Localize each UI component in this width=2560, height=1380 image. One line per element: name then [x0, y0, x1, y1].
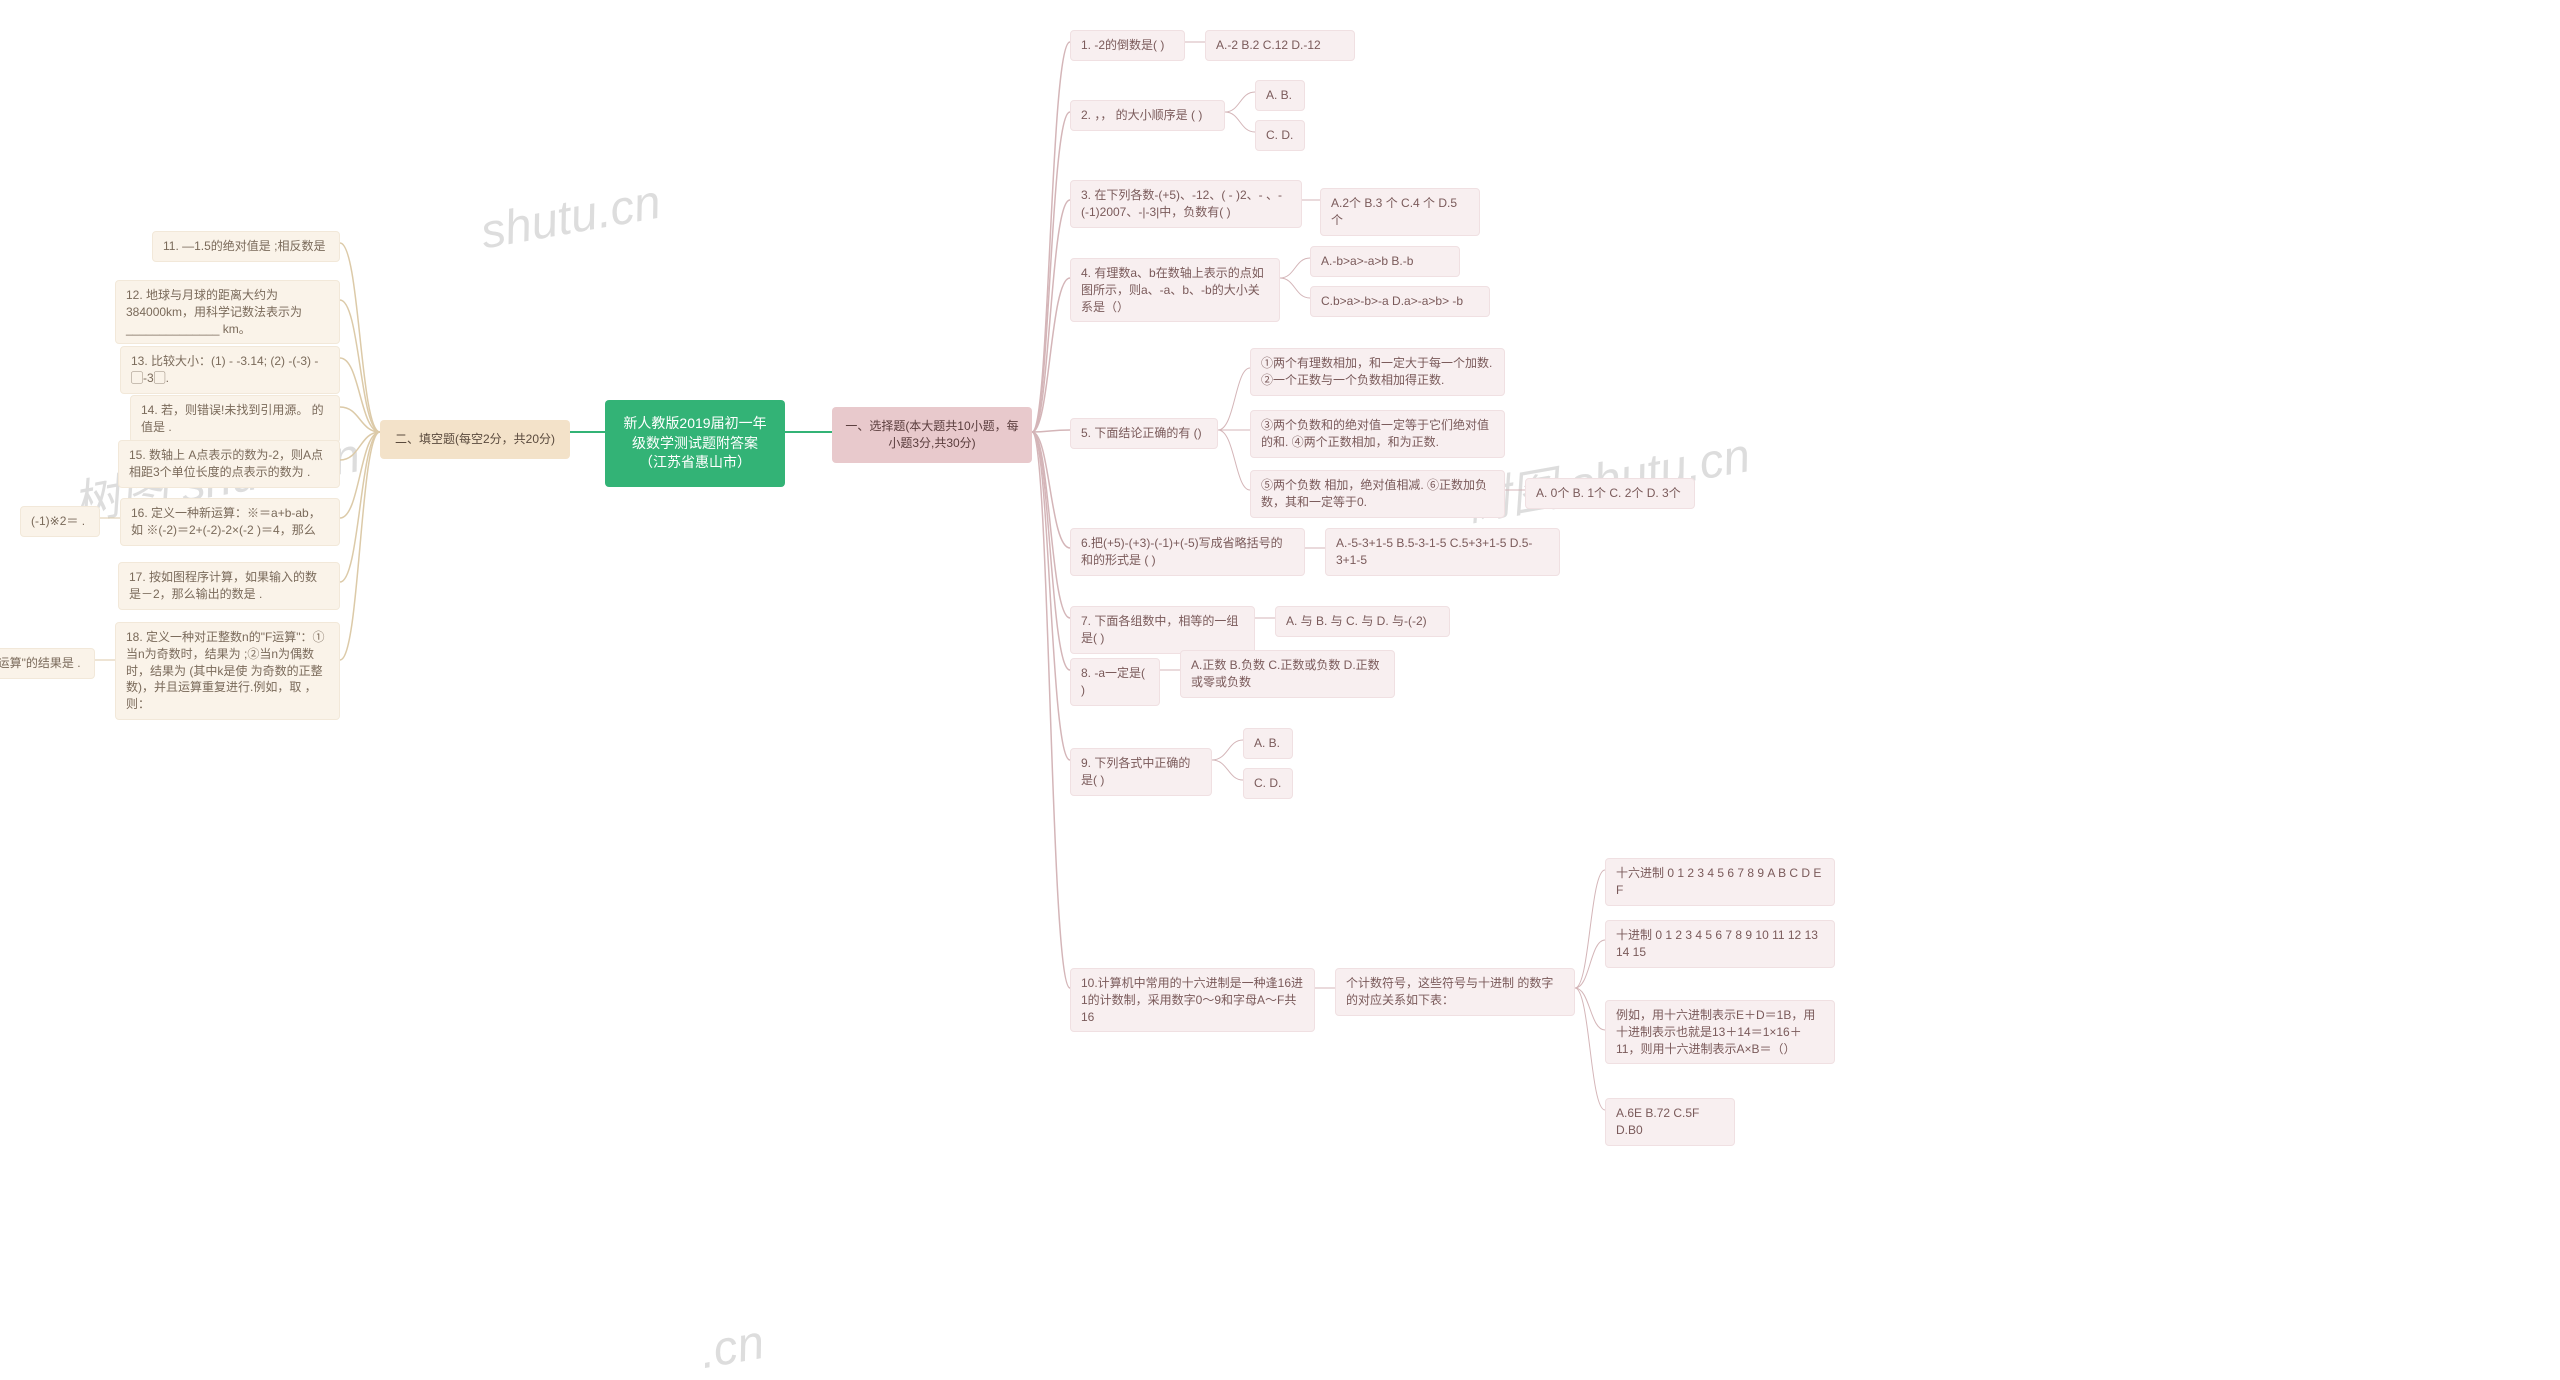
section-1: 一、选择题(本大题共10小题，每小题3分,共30分)	[832, 407, 1032, 463]
q8: 8. -a一定是( )	[1070, 658, 1160, 706]
q3: 3. 在下列各数-(+5)、-12、( - )2、- 、-(-1)2007、-|…	[1070, 180, 1302, 228]
q7-ans: A. 与 B. 与 C. 与 D. 与-(-2)	[1275, 606, 1450, 637]
q5-c1: ①两个有理数相加，和一定大于每一个加数. ②一个正数与一个负数相加得正数.	[1250, 348, 1505, 396]
q4: 4. 有理数a、b在数轴上表示的点如图所示，则a、-a、b、-b的大小关系是（）	[1070, 258, 1280, 322]
q10-c1: 十六进制 0 1 2 3 4 5 6 7 8 9 A B C D E F	[1605, 858, 1835, 906]
watermark: shutu.cn	[477, 175, 665, 261]
q10-c2: 十进制 0 1 2 3 4 5 6 7 8 9 10 11 12 13 14 1…	[1605, 920, 1835, 968]
q9: 9. 下列各式中正确的是( )	[1070, 748, 1212, 796]
q6-ans: A.-5-3+1-5 B.5-3-1-5 C.5+3+1-5 D.5-3+1-5	[1325, 528, 1560, 576]
q10-c: 个计数符号，这些符号与十进制 的数字的对应关系如下表：	[1335, 968, 1575, 1016]
q1: 1. -2的倒数是( )	[1070, 30, 1185, 61]
q8-ans: A.正数 B.负数 C.正数或负数 D.正数或零或负数	[1180, 650, 1395, 698]
f17: 17. 按如图程序计算，如果输入的数是－2，那么输出的数是 .	[118, 562, 340, 610]
root-node: 新人教版2019届初一年级数学测试题附答案（江苏省惠山市）	[605, 400, 785, 487]
q3-ans: A.2个 B.3 个 C.4 个 D.5个	[1320, 188, 1480, 236]
q10-c3: 例如，用十六进制表示E＋D＝1B，用十进制表示也就是13＋14＝1×16＋11，…	[1605, 1000, 1835, 1064]
q2: 2. ，， 的大小顺序是 ( )	[1070, 100, 1225, 131]
q4-ans-2: C.b>a>-b>-a D.a>-a>b> -b	[1310, 286, 1490, 317]
q9-ans-2: C. D.	[1243, 768, 1293, 799]
q1-ans: A.-2 B.2 C.12 D.-12	[1205, 30, 1355, 61]
q10: 10.计算机中常用的十六进制是一种逢16进1的计数制，采用数字0～9和字母A～F…	[1070, 968, 1315, 1032]
q6: 6.把(+5)-(+3)-(-1)+(-5)写成省略括号的和的形式是 ( )	[1070, 528, 1305, 576]
f13: 13. 比较大小：(1) - -3.14; (2) -(-3) - ▢-3▢.	[120, 346, 340, 394]
f18: 18. 定义一种对正整数n的"F运算"：①当n为奇数时，结果为 ;②当n为偶数时…	[115, 622, 340, 720]
f11: 11. —1.5的绝对值是 ;相反数是	[152, 231, 340, 262]
q10-c4: A.6E B.72 C.5F D.B0	[1605, 1098, 1735, 1146]
f16-child: (-1)※2＝ .	[20, 506, 100, 537]
f16: 16. 定义一种新运算：※＝a+b-ab，如 ※(-2)＝2+(-2)-2×(-…	[120, 498, 340, 546]
q5: 5. 下面结论正确的有 ()	[1070, 418, 1218, 449]
q7: 7. 下面各组数中，相等的一组是( )	[1070, 606, 1255, 654]
q4-ans-1: A.-b>a>-a>b B.-b	[1310, 246, 1460, 277]
q2-ans-2: C. D.	[1255, 120, 1305, 151]
f15: 15. 数轴上 A点表示的数为-2，则A点相距3个单位长度的点表示的数为 .	[118, 440, 340, 488]
q5-c3-ans: A. 0个 B. 1个 C. 2个 D. 3个	[1525, 478, 1695, 509]
section-2: 二、填空题(每空2分，共20分)	[380, 420, 570, 459]
f18-child: 若 ，则第2016次"F运算"的结果是 .	[0, 648, 95, 679]
q5-c3: ⑤两个负数 相加，绝对值相减. ⑥正数加负数，其和一定等于0.	[1250, 470, 1505, 518]
q2-ans-1: A. B.	[1255, 80, 1305, 111]
f12: 12. 地球与月球的距离大约为384000km，用科学记数法表示为_______…	[115, 280, 340, 344]
q9-ans-1: A. B.	[1243, 728, 1293, 759]
watermark: .cn	[696, 1315, 769, 1380]
q5-c2: ③两个负数和的绝对值一定等于它们绝对值的和. ④两个正数相加，和为正数.	[1250, 410, 1505, 458]
f14: 14. 若，则错误!未找到引用源。 的值是 .	[130, 395, 340, 443]
